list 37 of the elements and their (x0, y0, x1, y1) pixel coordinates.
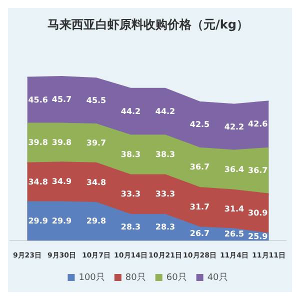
data-label: 34.8 (86, 178, 107, 187)
data-label: 36.7 (248, 166, 268, 175)
data-label: 36.7 (190, 162, 210, 172)
data-label: 34.9 (52, 177, 72, 186)
data-label: 26.5 (224, 230, 245, 239)
data-label: 39.8 (52, 138, 72, 147)
data-label: 29.8 (86, 216, 107, 226)
data-label: 38.3 (155, 150, 176, 160)
data-label: 42.5 (190, 120, 210, 129)
data-label: 44.2 (120, 106, 141, 116)
data-label: 33.3 (155, 190, 176, 199)
data-label: 42.2 (224, 122, 244, 132)
data-label: 45.7 (52, 94, 72, 104)
data-label: 28.3 (120, 222, 141, 232)
legend-label: 60只 (166, 272, 187, 283)
chart-title: 马来西亚白虾原料收购价格（元/kg） (48, 17, 248, 32)
data-label: 42.6 (248, 120, 268, 129)
data-label: 45.5 (86, 96, 107, 106)
legend-label: 100只 (78, 272, 105, 283)
legend-label: 40只 (207, 272, 228, 283)
data-label: 29.9 (52, 216, 72, 226)
data-label: 30.9 (248, 208, 268, 218)
data-label: 38.3 (120, 150, 141, 160)
data-label: 28.3 (155, 222, 176, 232)
data-label: 45.6 (28, 95, 48, 104)
data-label: 31.7 (190, 202, 210, 212)
data-label: 26.7 (190, 228, 210, 238)
data-label: 36.4 (224, 165, 245, 174)
data-label: 34.8 (28, 177, 48, 186)
data-label: 39.7 (86, 138, 106, 148)
legend-label: 80只 (125, 272, 146, 283)
data-label: 31.4 (224, 204, 245, 214)
data-label: 25.9 (248, 232, 268, 242)
data-label: 29.9 (28, 216, 48, 226)
data-label: 33.3 (120, 190, 141, 199)
data-label: 44.2 (155, 106, 176, 116)
data-label: 39.8 (28, 138, 48, 148)
